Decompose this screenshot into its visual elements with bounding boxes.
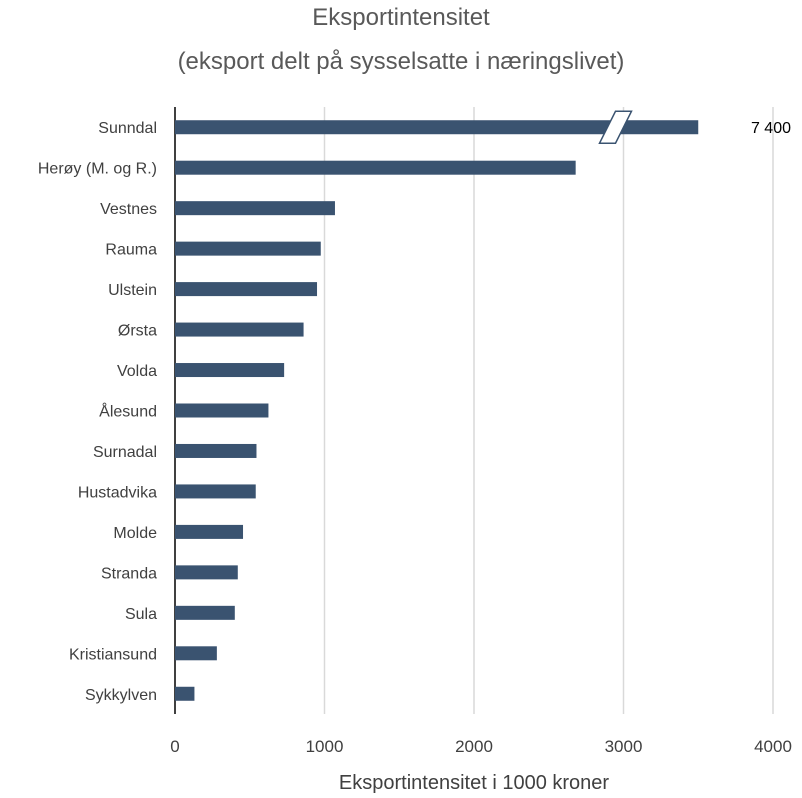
category-label: Vestnes: [100, 201, 157, 218]
category-label: Ulstein: [108, 282, 157, 299]
bar: [175, 484, 256, 499]
x-tick-label: 0: [170, 737, 179, 756]
x-tick-label: 1000: [306, 737, 344, 756]
bar: [175, 686, 195, 701]
x-tick-label: 4000: [754, 737, 792, 756]
x-tick-labels: 0 1000 2000 3000 4000: [170, 737, 792, 756]
category-label: Sula: [125, 606, 157, 623]
bars: [175, 120, 699, 701]
annotations: 7 400: [598, 110, 791, 144]
axis-break-marker: [598, 110, 633, 144]
category-label: Kristiansund: [69, 646, 157, 663]
category-label: Herøy (M. og R.): [38, 161, 157, 178]
bar: [175, 241, 321, 256]
category-label: Sunndal: [98, 120, 157, 137]
bar: [175, 403, 269, 418]
bar: [175, 322, 304, 337]
bar: [175, 443, 257, 458]
category-label: Volda: [117, 363, 157, 380]
category-label: Stranda: [101, 565, 157, 582]
bar: [175, 160, 576, 175]
bar: [175, 201, 335, 216]
data-label: 7 400: [751, 120, 791, 137]
category-labels: Sunndal Herøy (M. og R.) Vestnes Rauma Ulste…: [38, 120, 157, 704]
category-label: Ørsta: [118, 323, 157, 340]
bar: [175, 524, 244, 539]
category-label: Surnadal: [93, 444, 157, 461]
category-label: Hustadvika: [78, 484, 157, 501]
x-axis-label: Eksportintensitet i 1000 kroner: [339, 772, 609, 794]
category-label: Molde: [113, 525, 157, 542]
x-tick-label: 3000: [605, 737, 643, 756]
bar: [175, 646, 217, 661]
bar: [175, 565, 238, 580]
chart-subtitle: (eksport delt på sysselsatte i næringsli…: [177, 48, 625, 75]
bar: [175, 282, 318, 297]
category-label: Ålesund: [99, 402, 157, 421]
chart-title: Eksportintensitet: [312, 4, 490, 31]
x-tick-label: 2000: [455, 737, 493, 756]
bar: [175, 363, 285, 378]
category-label: Sykkylven: [85, 687, 157, 704]
bar: [175, 605, 235, 620]
bar: [175, 120, 699, 135]
category-label: Rauma: [105, 242, 157, 259]
